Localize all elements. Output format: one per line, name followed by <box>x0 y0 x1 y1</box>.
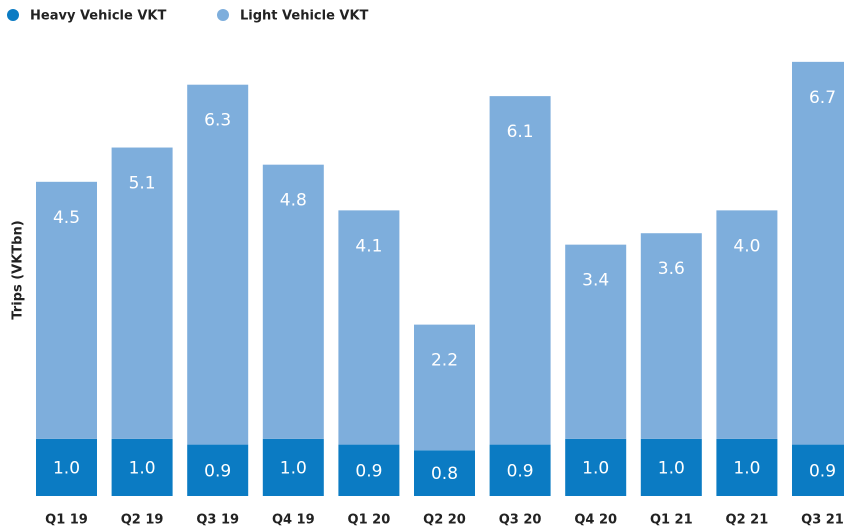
data-label: 2.2 <box>431 351 458 371</box>
legend-swatch <box>217 9 229 21</box>
bar-segment <box>640 233 702 439</box>
data-label: 6.1 <box>507 122 534 142</box>
x-tick-label: Q4 20 <box>574 513 617 528</box>
x-tick-label: Q1 20 <box>348 513 391 528</box>
bar-segment <box>489 444 551 496</box>
data-label: 4.8 <box>280 191 307 211</box>
x-tick-label: Q3 20 <box>499 513 542 528</box>
x-tick-label: Q3 19 <box>196 513 239 528</box>
bar-segment <box>262 438 324 496</box>
x-tick-label: Q3 21 <box>801 513 844 528</box>
data-label: 1.0 <box>582 458 609 478</box>
data-label: 1.0 <box>53 458 80 478</box>
data-label: 6.7 <box>809 88 836 108</box>
bar-segment <box>262 164 324 439</box>
bar-segment <box>716 210 778 439</box>
bar-segment <box>414 450 475 496</box>
data-label: 1.0 <box>280 458 307 478</box>
bar-segment <box>792 61 844 445</box>
bar-segment <box>414 324 475 451</box>
bar-segment <box>187 444 249 496</box>
x-tick-label: Q2 19 <box>121 513 164 528</box>
legend-label: Light Vehicle VKT <box>240 9 369 24</box>
bar-segment <box>111 438 173 496</box>
y-axis-label: Trips (VKTbn) <box>11 220 26 319</box>
data-label: 0.9 <box>355 461 382 481</box>
bar-segment <box>36 181 97 439</box>
bar-segment <box>187 84 249 445</box>
bar-segment <box>338 444 400 496</box>
data-label: 3.6 <box>658 259 685 279</box>
bar-segment <box>565 244 627 439</box>
data-label: 5.1 <box>129 174 156 194</box>
bar-segment <box>792 444 844 496</box>
x-tick-label: Q2 20 <box>423 513 466 528</box>
bar-segment <box>111 147 173 439</box>
bar-segment <box>36 438 97 496</box>
data-label: 4.0 <box>733 236 760 256</box>
data-label: 4.5 <box>53 208 80 228</box>
data-label: 0.9 <box>809 461 836 481</box>
x-tick-label: Q4 19 <box>272 513 315 528</box>
data-label: 1.0 <box>733 458 760 478</box>
x-tick-label: Q2 21 <box>726 513 769 528</box>
legend-swatch <box>7 9 19 21</box>
bar-segment <box>565 438 627 496</box>
data-label: 0.8 <box>431 464 458 484</box>
legend-label: Heavy Vehicle VKT <box>30 9 166 24</box>
data-label: 0.9 <box>507 461 534 481</box>
data-label: 0.9 <box>204 461 231 481</box>
bar-segment <box>338 210 400 445</box>
data-label: 3.4 <box>582 271 609 291</box>
data-label: 6.3 <box>204 111 231 131</box>
data-label: 4.1 <box>355 236 382 256</box>
x-tick-label: Q1 21 <box>650 513 693 528</box>
bar-segment <box>716 438 778 496</box>
x-tick-label: Q1 19 <box>45 513 88 528</box>
data-label: 1.0 <box>129 458 156 478</box>
bar-segment <box>640 438 702 496</box>
data-label: 1.0 <box>658 458 685 478</box>
bar-segment <box>489 96 551 445</box>
